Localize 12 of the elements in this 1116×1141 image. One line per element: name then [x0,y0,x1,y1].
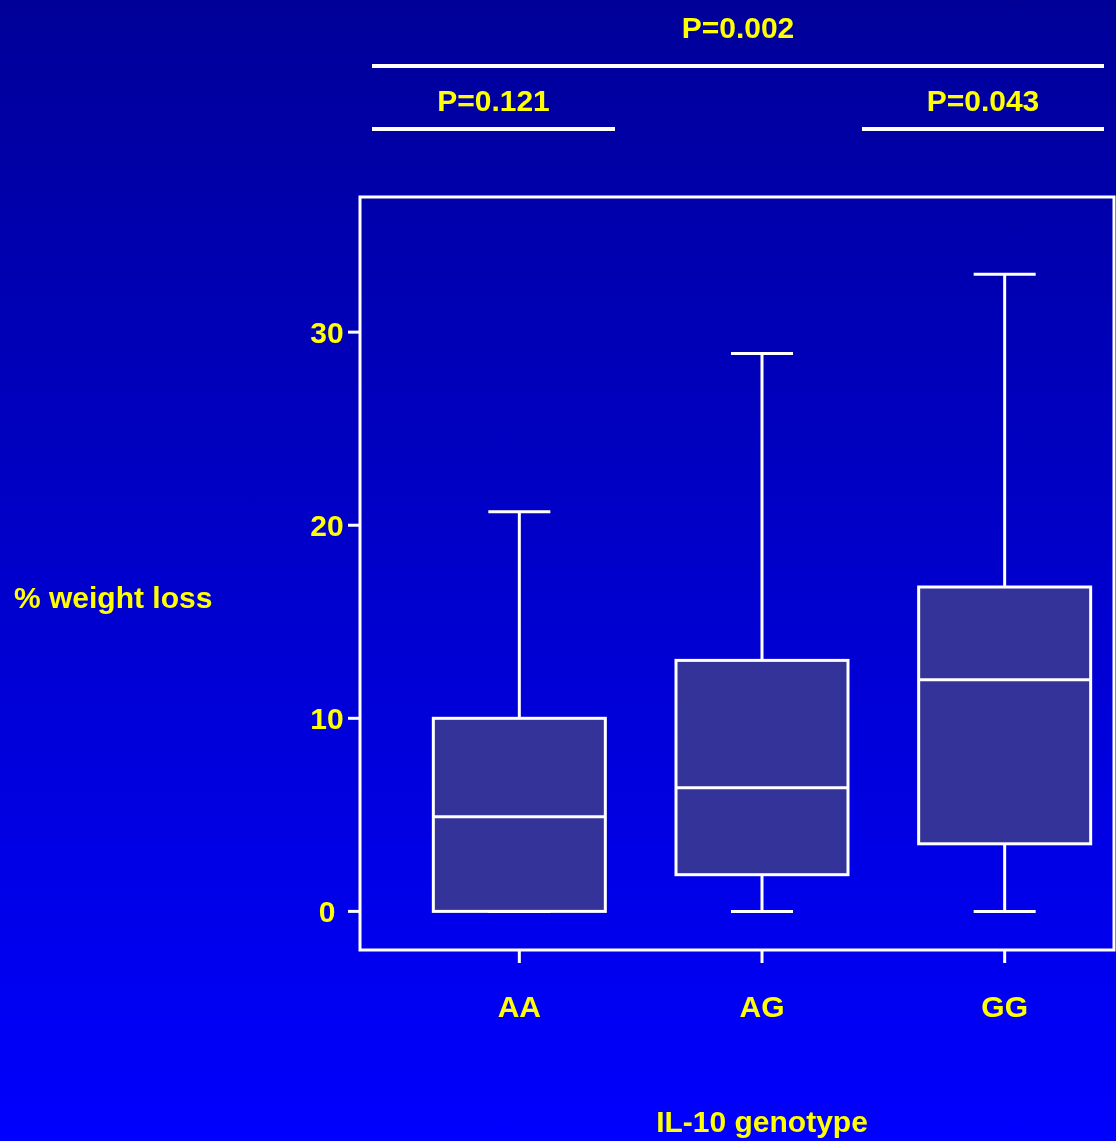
x-tick-label: AG [739,989,785,1023]
text: P=0.043 [926,83,1040,117]
y-tick-label: 20 [310,508,344,542]
x-tick-label: AA [497,989,542,1023]
text: P=0.002 [681,10,795,44]
y-tick-label: 0 [318,894,336,928]
text: P=0.121 [437,83,550,117]
y-axis-title: % weight loss [14,580,213,614]
x-axis-title: IL-10 genotype [656,1104,868,1138]
x-tick-label: GG [981,989,1028,1023]
y-tick-label: 10 [310,701,344,735]
y-tick-label: 30 [310,315,344,349]
